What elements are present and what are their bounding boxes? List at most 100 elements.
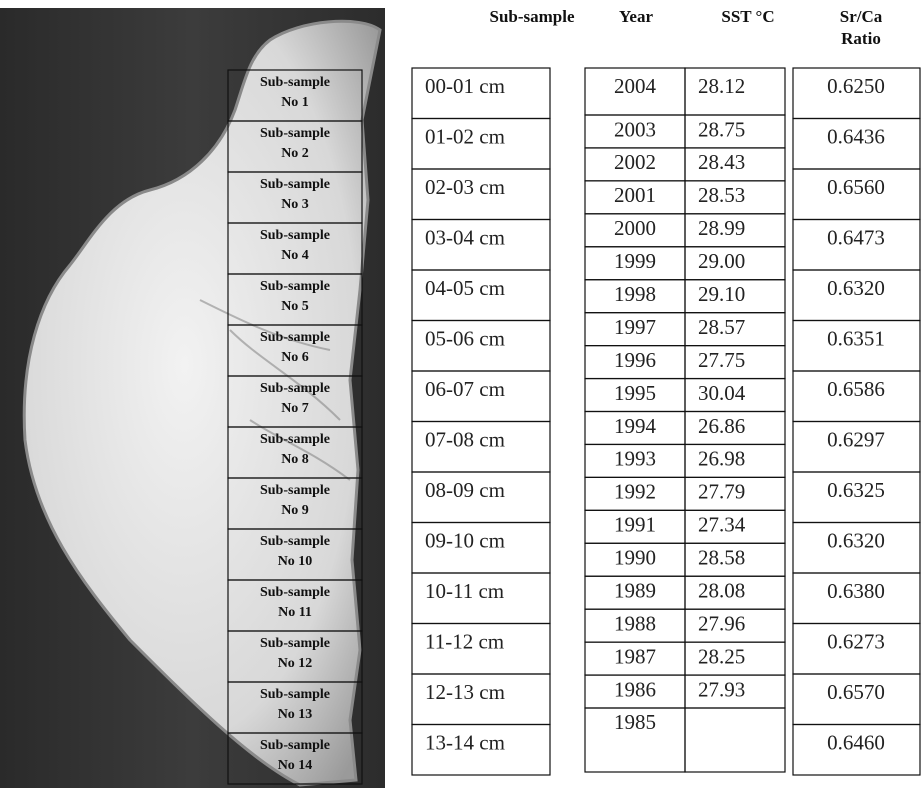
year-cell: 2003 (614, 117, 656, 141)
subsample-cell: 10-11 cm (425, 579, 504, 603)
sst-cell: 28.53 (698, 183, 745, 207)
ratio-cell: 0.6351 (827, 326, 885, 350)
subsample-cell: 08-09 cm (425, 478, 505, 502)
sample-number: No 6 (281, 350, 309, 365)
year-cell: 1994 (614, 414, 657, 438)
subsample-cell: 12-13 cm (425, 680, 505, 704)
year-cell: 1997 (614, 315, 656, 339)
sample-label: Sub-sample (260, 228, 330, 243)
sample-label: Sub-sample (260, 177, 330, 192)
sample-label: Sub-sample (260, 738, 330, 753)
year-cell: 1985 (614, 710, 656, 734)
year-cell: 1999 (614, 249, 656, 273)
sst-cell: 29.10 (698, 282, 745, 306)
subsample-cell: 02-03 cm (425, 175, 505, 199)
table-cell (684, 707, 786, 773)
sst-cell: 27.34 (698, 513, 746, 537)
subsample-cell: 04-05 cm (425, 276, 505, 300)
sample-number: No 4 (281, 248, 309, 263)
subsample-cell: 05-06 cm (425, 326, 505, 350)
coral-growth-band (199, 299, 351, 481)
sample-number: No 11 (278, 605, 312, 620)
ratio-cell: 0.6436 (827, 124, 885, 148)
table-cell (411, 723, 551, 776)
ratio-cell: 0.6320 (827, 528, 885, 552)
sample-box (227, 732, 363, 785)
subsample-cell: 13-14 cm (425, 730, 505, 754)
sample-number: No 1 (281, 95, 309, 110)
sample-number: No 14 (278, 758, 313, 773)
subsample-cell: 01-02 cm (425, 124, 505, 148)
year-cell: 1995 (614, 381, 656, 405)
ratio-cell: 0.6586 (827, 377, 885, 401)
sample-number: No 13 (278, 707, 313, 722)
sample-label: Sub-sample (260, 585, 330, 600)
sample-number: No 5 (281, 299, 309, 314)
sample-label: Sub-sample (260, 687, 330, 702)
ratio-cell: 0.6473 (827, 225, 885, 249)
sample-label: Sub-sample (260, 432, 330, 447)
header: Sr/Ca (840, 7, 883, 26)
sst-cell: 27.75 (698, 348, 745, 372)
header: Ratio (841, 29, 881, 48)
year-cell: 1989 (614, 579, 656, 603)
ratio-cell: 0.6320 (827, 276, 885, 300)
sst-cell: 28.43 (698, 150, 745, 174)
year-cell: 2002 (614, 150, 656, 174)
sst-cell: 30.04 (698, 381, 746, 405)
sample-number: No 2 (281, 146, 309, 161)
year-cell: 2001 (614, 183, 656, 207)
year-cell: 2004 (614, 74, 657, 98)
sst-cell: 27.93 (698, 677, 745, 701)
sst-cell: 26.86 (698, 414, 745, 438)
ratio-cell: 0.6380 (827, 579, 885, 603)
ratio-cell: 0.6460 (827, 730, 885, 754)
subsample-cell: 11-12 cm (425, 629, 504, 653)
year-cell: 2000 (614, 216, 656, 240)
figure-layer: Sub-sample No 1 Sub-sample No 2 Sub-sample No… (227, 7, 921, 785)
subsample-cell: 07-08 cm (425, 427, 505, 451)
coral-specimen (22, 19, 382, 787)
sample-number: No 12 (278, 656, 313, 671)
ratio-cell: 0.6273 (827, 629, 885, 653)
sst-cell: 28.08 (698, 579, 745, 603)
sample-label: Sub-sample (260, 330, 330, 345)
ratio-cell: 0.6250 (827, 74, 885, 98)
ratio-cell: 0.6560 (827, 175, 885, 199)
year-cell: 1988 (614, 611, 656, 635)
sst-cell: 27.79 (698, 480, 745, 504)
sample-number: No 9 (281, 503, 309, 518)
sample-label: Sub-sample (260, 126, 330, 141)
sample-label: Sub-sample (260, 534, 330, 549)
ratio-cell: 0.6325 (827, 478, 885, 502)
year-cell: 1986 (614, 677, 656, 701)
subsample-cell: 09-10 cm (425, 528, 505, 552)
ratio-cell: 0.6570 (827, 680, 885, 704)
sample-label: Sub-sample (260, 279, 330, 294)
sample-label: Sub-sample (260, 483, 330, 498)
ratio-cell: 0.6297 (827, 427, 885, 451)
sst-cell: 28.99 (698, 216, 745, 240)
sample-number: No 8 (281, 452, 309, 467)
year-cell: 1998 (614, 282, 656, 306)
header: Year (619, 7, 653, 26)
year-cell: 1991 (614, 513, 656, 537)
sst-cell: 26.98 (698, 447, 745, 471)
sst-cell: 28.25 (698, 644, 745, 668)
year-cell: 1990 (614, 546, 656, 570)
subsample-cell: 06-07 cm (425, 377, 505, 401)
year-cell: 1996 (614, 348, 656, 372)
sst-cell: 29.00 (698, 249, 745, 273)
sample-label: Sub-sample (260, 381, 330, 396)
table-cell (792, 723, 921, 776)
sst-cell: 28.58 (698, 546, 745, 570)
year-cell: 1993 (614, 447, 656, 471)
sst-cell: 27.96 (698, 611, 745, 635)
sample-label: Sub-sample (260, 75, 330, 90)
sst-cell: 28.12 (698, 74, 745, 98)
sample-number: No 3 (281, 197, 309, 212)
header: SST °C (721, 7, 774, 26)
sst-cell: 28.75 (698, 117, 745, 141)
subsample-cell: 00-01 cm (425, 74, 505, 98)
